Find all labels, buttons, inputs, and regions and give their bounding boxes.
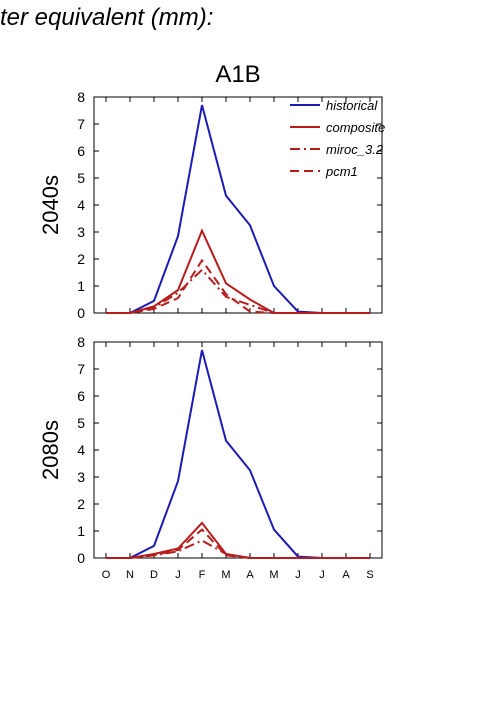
series-line-historical xyxy=(106,104,370,314)
series-line-historical xyxy=(106,349,370,559)
legend-label: historical xyxy=(326,98,378,113)
y-tick-label: 8 xyxy=(77,89,85,105)
chart-title: A1B xyxy=(215,61,260,88)
plot-frame xyxy=(93,341,383,559)
legend: historical composite miroc_3.2 pcm1 xyxy=(290,98,385,179)
y-tick-label: 0 xyxy=(77,550,85,566)
y-tick-label: 4 xyxy=(77,442,85,458)
y-tick-label: 3 xyxy=(77,469,85,485)
y-tick-label: 2 xyxy=(77,496,85,512)
y-tick-label: 0 xyxy=(77,305,85,321)
x-tick-label: M xyxy=(221,569,230,581)
y-axis-label: 2080s xyxy=(38,420,63,480)
x-tick-label: O xyxy=(102,569,111,581)
y-tick-label: 3 xyxy=(77,224,85,240)
series-line-composite xyxy=(106,228,370,314)
legend-label: miroc_3.2 xyxy=(326,142,384,157)
x-tick-label: F xyxy=(199,569,206,581)
y-axis-label: 2040s xyxy=(38,175,63,235)
y-tick-label: 5 xyxy=(77,415,85,431)
y-tick-label: 1 xyxy=(77,523,85,539)
chart-panel-2: 0 1 2 3 4 5 6 7 8 O N D J F M A M J J A S 2080s xyxy=(38,334,383,581)
y-tick-label: 2 xyxy=(77,251,85,267)
y-tick-label: 8 xyxy=(77,334,85,350)
x-tick-label: N xyxy=(126,569,134,581)
series-line-composite xyxy=(106,521,370,559)
x-tick-label: D xyxy=(150,569,158,581)
chart-panel-1: 0 1 2 3 4 5 6 7 8 A1B 2040s historical composite miro… xyxy=(38,61,385,321)
x-tick-label: J xyxy=(175,569,181,581)
y-tick-label: 6 xyxy=(77,388,85,404)
x-tick-label: M xyxy=(269,569,278,581)
series-line-pcm1 xyxy=(106,258,370,314)
legend-label: pcm1 xyxy=(325,164,358,179)
x-tick-label: J xyxy=(319,569,325,581)
y-tick-label: 6 xyxy=(77,143,85,159)
legend-label: composite xyxy=(326,120,385,135)
x-tick-label: A xyxy=(246,569,254,581)
y-tick-label: 7 xyxy=(77,361,85,377)
x-tick-label: S xyxy=(366,569,373,581)
y-tick-label: 1 xyxy=(77,278,85,294)
series-line-pcm1 xyxy=(106,528,370,559)
x-tick-label: A xyxy=(342,569,350,581)
y-tick-label: 4 xyxy=(77,197,85,213)
y-tick-label: 5 xyxy=(77,170,85,186)
x-tick-label: J xyxy=(295,569,301,581)
y-tick-label: 7 xyxy=(77,116,85,132)
page-title: ter equivalent (mm): xyxy=(0,4,214,31)
